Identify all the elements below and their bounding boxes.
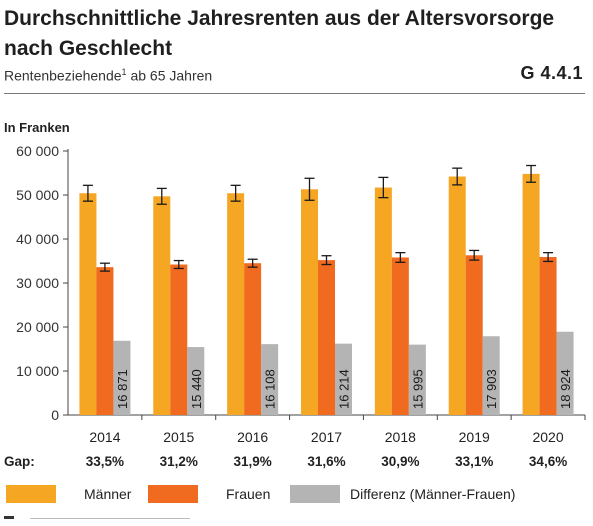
legend-swatch-differenz [290,485,340,503]
y-tick-label: 20 000 [16,319,59,335]
subtitle-text: Rentenbeziehende [4,67,122,84]
data-label-differenz: 16 871 [115,369,130,409]
title-divider [4,93,585,94]
y-tick-label: 40 000 [16,231,59,247]
gap-label: Gap: [4,454,35,469]
bar-differenz [408,344,426,415]
gap-value: 31,6% [307,454,345,469]
data-label-differenz: 15 995 [410,369,425,409]
data-label-differenz: 18 924 [558,369,573,409]
x-tick-label: 2019 [459,429,490,445]
y-tick-label: 30 000 [16,275,59,291]
x-tick-label: 2016 [237,429,268,445]
bar-frauen [96,267,114,415]
chart-code: G 4.4.1 [520,63,583,83]
bar-maenner [79,193,97,415]
y-tick-label: 0 [51,407,59,423]
bar-maenner [374,187,392,415]
gap-value: 31,9% [234,454,272,469]
x-tick-label: 2015 [163,429,194,445]
legend-swatch-frauen [148,485,198,503]
bar-frauen [170,264,188,415]
bar-maenner [522,173,540,415]
bar-maenner [153,196,171,415]
bar-differenz [187,347,205,415]
bar-frauen [539,257,557,415]
data-label-differenz: 15 440 [189,369,204,409]
data-label-differenz: 16 214 [337,369,352,409]
bar-maenner [301,189,318,415]
gap-value: 30,9% [381,454,419,469]
gap-value: 33,1% [455,454,493,469]
bar-maenner [448,176,466,415]
y-tick-label: 60 000 [16,143,59,159]
legend: Männer Frauen Differenz (Männer-Frauen) [0,484,593,508]
bar-frauen [465,255,483,415]
bar-differenz [482,336,500,415]
bar-maenner [227,193,245,415]
chart-title: Durchschnittliche Jahresrenten aus der A… [4,7,555,60]
x-tick-label: 2018 [385,429,416,445]
bar-frauen [391,257,409,415]
bar-differenz [335,343,352,415]
x-tick-label: 2020 [532,429,563,445]
bar-differenz [556,331,574,415]
gap-value: 33,5% [86,454,124,469]
x-tick-label: 2017 [311,429,342,445]
subtitle-rest: ab 65 Jahren [126,67,213,84]
data-label-differenz: 16 108 [263,369,278,409]
gap-value: 31,2% [160,454,198,469]
data-label-differenz: 17 903 [484,369,499,409]
legend-label-frauen: Frauen [226,486,271,502]
legend-label-differenz: Differenz (Männer-Frauen) [350,486,516,502]
unit-label: In Franken [4,120,70,135]
bar-frauen [244,263,262,415]
bar-differenz [113,340,131,415]
bar-differenz [261,344,279,415]
gap-value: 34,6% [529,454,567,469]
y-tick-label: 50 000 [16,187,59,203]
legend-swatch-maenner [6,485,56,503]
legend-label-maenner: Männer [84,486,132,502]
footer-mark [4,516,14,519]
footnote-marker: 1 [121,67,127,77]
footer-line [30,518,190,519]
bar-chart: In Franken 0 10 000 20 000 30 000 40 000 50 00… [4,120,586,469]
x-tick-label: 2014 [89,429,120,445]
y-tick-label: 10 000 [16,363,59,379]
bar-frauen [318,260,335,415]
chart-subtitle: Rentenbeziehende1 ab 65 Jahren [4,67,212,84]
